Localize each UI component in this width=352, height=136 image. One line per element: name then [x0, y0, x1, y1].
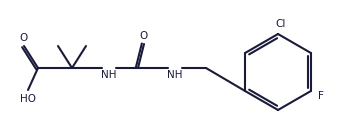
Text: O: O: [20, 33, 28, 43]
Text: Cl: Cl: [276, 19, 286, 29]
Text: F: F: [318, 91, 324, 101]
Text: NH: NH: [167, 70, 183, 80]
Text: NH: NH: [101, 70, 117, 80]
Text: O: O: [140, 31, 148, 41]
Text: HO: HO: [20, 94, 36, 104]
